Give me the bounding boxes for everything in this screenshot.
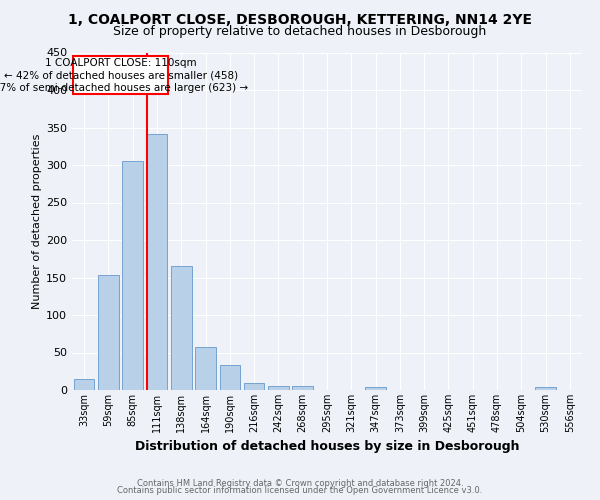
Text: ← 42% of detached houses are smaller (458): ← 42% of detached houses are smaller (45… (4, 70, 238, 80)
X-axis label: Distribution of detached houses by size in Desborough: Distribution of detached houses by size … (135, 440, 519, 454)
Text: 57% of semi-detached houses are larger (623) →: 57% of semi-detached houses are larger (… (0, 82, 248, 93)
Bar (195, 347, 216, 390)
FancyBboxPatch shape (73, 56, 168, 94)
Bar (292, 386, 313, 390)
Bar (365, 387, 386, 390)
Bar (98, 275, 119, 390)
Bar (268, 386, 289, 390)
Bar (244, 383, 265, 390)
Text: 1 COALPORT CLOSE: 110sqm: 1 COALPORT CLOSE: 110sqm (45, 58, 196, 68)
Bar (171, 266, 191, 390)
Text: 1, COALPORT CLOSE, DESBOROUGH, KETTERING, NN14 2YE: 1, COALPORT CLOSE, DESBOROUGH, KETTERING… (68, 12, 532, 26)
Text: Contains public sector information licensed under the Open Government Licence v3: Contains public sector information licen… (118, 486, 482, 495)
Bar (122, 161, 143, 390)
Text: Size of property relative to detached houses in Desborough: Size of property relative to detached ho… (113, 25, 487, 38)
Bar (535, 387, 556, 390)
Text: Contains HM Land Registry data © Crown copyright and database right 2024.: Contains HM Land Registry data © Crown c… (137, 478, 463, 488)
Bar (74, 379, 94, 390)
Y-axis label: Number of detached properties: Number of detached properties (32, 134, 42, 309)
Bar (220, 365, 240, 390)
Bar (146, 134, 167, 390)
